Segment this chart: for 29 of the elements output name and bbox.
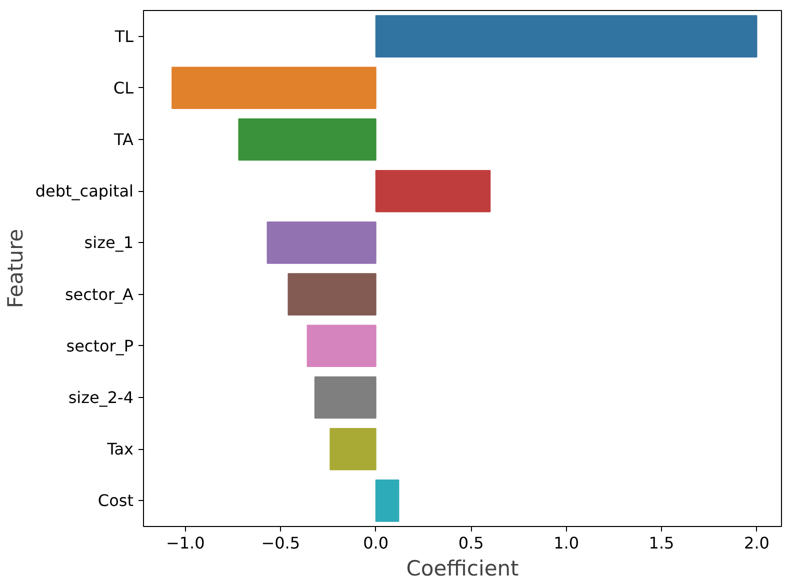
bar bbox=[375, 170, 491, 212]
y-tick-label: sector_P bbox=[66, 336, 134, 356]
y-tick-label: sector_A bbox=[64, 284, 134, 304]
x-tick-label: 2.0 bbox=[744, 534, 770, 552]
bar bbox=[266, 222, 376, 264]
bar bbox=[306, 324, 376, 368]
bar bbox=[330, 428, 376, 470]
bar bbox=[375, 15, 758, 58]
y-tick-label: debt_capital bbox=[35, 182, 134, 201]
x-tick-label: −0.5 bbox=[261, 534, 300, 552]
bar bbox=[238, 118, 376, 161]
x-tick-label: 0.0 bbox=[363, 534, 389, 552]
x-axis-title: Coefficient bbox=[406, 556, 519, 580]
y-tick-label: TA bbox=[113, 130, 134, 149]
bar bbox=[314, 376, 376, 419]
bar bbox=[375, 480, 400, 522]
x-tick-label: 1.0 bbox=[554, 534, 580, 552]
bar bbox=[288, 273, 376, 316]
bar bbox=[172, 66, 376, 110]
y-axis-title: Feature bbox=[3, 228, 28, 308]
y-tick-label: CL bbox=[113, 78, 134, 98]
x-tick-label: 1.5 bbox=[648, 534, 674, 552]
y-tick-label: size_1 bbox=[84, 233, 134, 252]
x-tick-label: 0.5 bbox=[458, 534, 484, 552]
y-tick-label: TL bbox=[114, 26, 134, 46]
y-tick-label: Cost bbox=[98, 491, 134, 510]
y-tick-label: Tax bbox=[106, 440, 134, 459]
x-tick-label: −1.0 bbox=[166, 534, 205, 552]
y-tick-label: size_2-4 bbox=[68, 388, 134, 407]
